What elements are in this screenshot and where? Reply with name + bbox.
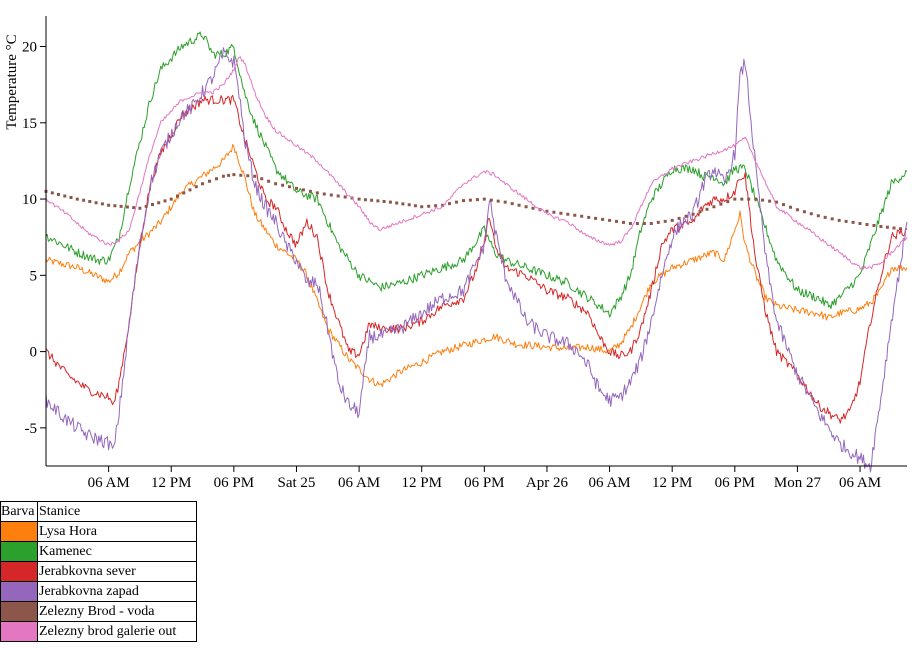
legend-swatch: [0, 521, 38, 542]
legend-header-row: Barva Stanice: [0, 501, 197, 522]
legend-row: Lysa Hora: [0, 521, 197, 542]
legend-row: Jerabkovna zapad: [0, 581, 197, 602]
x-tick-label: 12 PM: [401, 475, 441, 491]
legend-table: Barva Stanice Lysa Hora Kamenec Jerabkovna…: [0, 501, 197, 642]
y-ticks: -5 0 5 10 15 20: [22, 40, 46, 437]
x-tick-label: Mon 27: [774, 475, 822, 491]
x-tick-label: 06 AM: [589, 475, 631, 491]
x-tick-label: 06 AM: [839, 475, 881, 491]
legend-station-name: Zelezny Brod - voda: [37, 601, 197, 622]
legend-station-name: Jerabkovna zapad: [37, 581, 197, 602]
legend-swatch: [0, 541, 38, 562]
legend-swatch: [0, 621, 38, 642]
legend-body: Lysa Hora Kamenec Jerabkovna sever Jerabkov…: [0, 521, 197, 642]
x-tick-label: Sat 25: [278, 475, 316, 491]
legend-row: Zelezny Brod - voda: [0, 601, 197, 622]
y-tick-label: 10: [22, 192, 37, 208]
x-tick-label: 12 PM: [151, 475, 191, 491]
legend-header-station: Stanice: [37, 501, 197, 522]
series-line-jerabkovna-sever: [45, 94, 908, 424]
y-tick-label: -5: [25, 421, 38, 437]
x-tick-label: 06 PM: [214, 475, 254, 491]
x-ticks: 06 AM 12 PM 06 PM Sat 25 06 AM 12 PM 06 PM Apr …: [88, 466, 881, 491]
temperature-chart: -5 0 5 10 15 20 06 AM 12 PM 06 PM Sat 25 06 AM 12 …: [4, 16, 908, 491]
legend-station-name: Kamenec: [37, 541, 197, 562]
legend-header-color: Barva: [0, 501, 38, 522]
legend-station-name: Jerabkovna sever: [37, 561, 197, 582]
series-line-kamenec: [45, 31, 908, 318]
legend-swatch: [0, 601, 38, 622]
y-tick-label: 20: [22, 40, 37, 56]
x-tick-label: 06 AM: [338, 475, 380, 491]
series-line-zelezny-brod-galerie-out: [45, 56, 908, 270]
legend-row: Jerabkovna sever: [0, 561, 197, 582]
x-tick-label: 06 AM: [88, 475, 130, 491]
x-tick-label: 12 PM: [652, 475, 692, 491]
x-tick-label: 06 PM: [464, 475, 504, 491]
x-tick-label: Apr 26: [526, 475, 569, 491]
legend-row: Zelezny brod galerie out: [0, 621, 197, 642]
series-layer: [44, 31, 908, 473]
legend-station-name: Lysa Hora: [37, 521, 197, 542]
y-tick-label: 5: [30, 268, 38, 284]
series-line-zelezny-brod-voda: [44, 173, 902, 231]
series-line-jerabkovna-zapad: [45, 47, 908, 473]
axes-layer: [45, 16, 907, 467]
legend-swatch: [0, 561, 38, 582]
legend-swatch: [0, 581, 38, 602]
legend-row: Kamenec: [0, 541, 197, 562]
y-axis-label: Temperature °C: [4, 34, 20, 129]
y-tick-label: 0: [30, 345, 38, 361]
legend-station-name: Zelezny brod galerie out: [37, 621, 197, 642]
series-line-lysa-hora: [45, 143, 908, 387]
y-tick-label: 15: [22, 116, 37, 132]
x-tick-label: 06 PM: [715, 475, 755, 491]
